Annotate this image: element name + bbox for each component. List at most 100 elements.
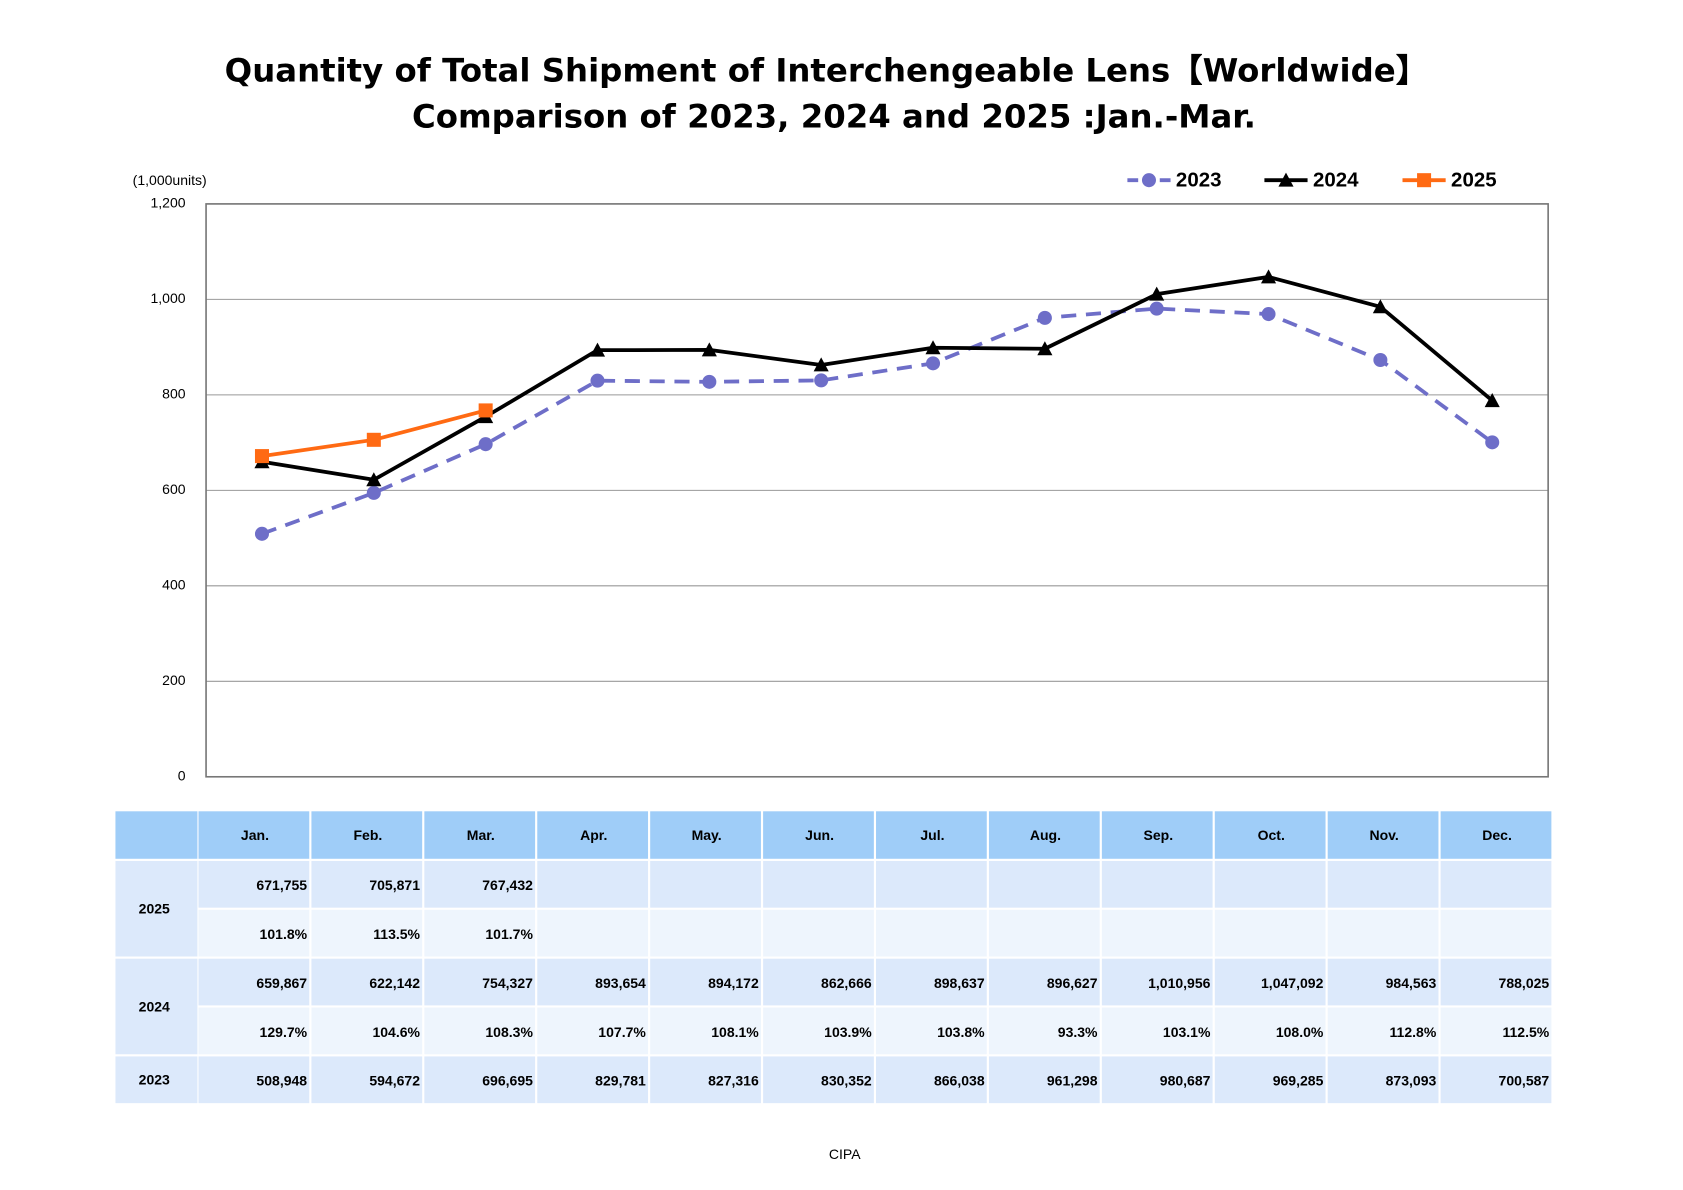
legend-label: 2023 xyxy=(1176,169,1222,192)
chart-title: Quantity of Total Shipment of Intercheng… xyxy=(225,51,1428,89)
table-value: 671,755 xyxy=(256,877,307,893)
y-tick-label: 1,200 xyxy=(150,195,185,211)
point xyxy=(366,485,381,500)
table-cell xyxy=(537,958,649,1006)
table-value: 112.8% xyxy=(1390,1024,1437,1040)
table-header: Nov. xyxy=(1369,827,1398,843)
point xyxy=(478,403,493,418)
table-header-cell xyxy=(650,811,761,859)
y-tick-label: 0 xyxy=(178,767,186,783)
table-row-header-bg xyxy=(115,1056,198,1104)
point xyxy=(1037,341,1053,356)
point xyxy=(814,373,829,388)
table-header: Mar. xyxy=(467,827,495,843)
series-line xyxy=(261,306,1494,536)
table-value: 788,025 xyxy=(1499,975,1550,991)
table-cell xyxy=(650,909,761,957)
point xyxy=(254,449,269,464)
table-cell xyxy=(1440,958,1552,1006)
table-cell xyxy=(537,860,649,908)
legend-marker xyxy=(1141,173,1156,188)
table-cell xyxy=(198,909,310,957)
table-cell xyxy=(1440,909,1552,957)
legend-label: 2024 xyxy=(1313,169,1359,192)
table-value: 108.1% xyxy=(711,1024,759,1040)
table-value: 984,563 xyxy=(1386,975,1437,991)
table-cell xyxy=(763,1056,874,1104)
table-value: 862,666 xyxy=(821,975,872,991)
table-cell xyxy=(1101,1056,1213,1104)
table-value: 107.7% xyxy=(598,1024,646,1040)
table-header-cell xyxy=(763,811,874,859)
table-header: Jun. xyxy=(805,827,834,843)
table-cell xyxy=(763,909,874,957)
table-value: 705,871 xyxy=(369,877,420,893)
source: CIPA xyxy=(829,1146,861,1162)
table-header: Dec. xyxy=(1482,827,1512,843)
table-cell xyxy=(424,860,536,908)
plot-frame xyxy=(205,203,1549,778)
table-value: 104.6% xyxy=(372,1024,420,1040)
table-cell xyxy=(424,1056,536,1104)
table-cell xyxy=(1214,1056,1326,1104)
table-header: Oct. xyxy=(1258,827,1285,843)
table-cell xyxy=(988,909,1100,957)
table-cell xyxy=(311,909,423,957)
table-header: May. xyxy=(692,827,722,843)
table-cell xyxy=(1214,1007,1326,1055)
table-cell xyxy=(1440,860,1552,908)
table-cell xyxy=(763,1007,874,1055)
y-tick-label: 200 xyxy=(162,672,186,688)
table-cell xyxy=(1440,1007,1552,1055)
table-value: 873,093 xyxy=(1386,1073,1437,1089)
table-value: 93.3% xyxy=(1058,1024,1098,1040)
y-tick-label: 1,000 xyxy=(150,290,185,306)
table-header-cell xyxy=(876,811,987,859)
point xyxy=(1260,269,1277,284)
table-value: 103.1% xyxy=(1163,1024,1211,1040)
point xyxy=(478,437,493,452)
table-cell xyxy=(650,1056,761,1104)
table-value: 103.8% xyxy=(937,1024,985,1040)
table-value: 767,432 xyxy=(482,877,533,893)
legend-marker xyxy=(1278,172,1294,187)
table-cell xyxy=(198,1056,310,1104)
table-cell xyxy=(424,909,536,957)
table-value: 112.5% xyxy=(1502,1024,1549,1040)
table-cell xyxy=(198,1007,310,1055)
table-cell xyxy=(1327,1056,1439,1104)
point xyxy=(1149,286,1165,301)
table-cell xyxy=(876,1056,987,1104)
table-cell xyxy=(876,860,987,908)
table-cell xyxy=(1101,909,1213,957)
table-row-header: 2024 xyxy=(139,998,170,1014)
table-cell xyxy=(311,1056,423,1104)
table-cell xyxy=(988,1007,1100,1055)
table-cell xyxy=(424,958,536,1006)
point xyxy=(701,342,717,357)
point xyxy=(1149,301,1164,316)
table-cell xyxy=(1214,958,1326,1006)
table-cell xyxy=(424,1007,536,1055)
table-value: 594,672 xyxy=(369,1073,420,1089)
table-header-cell xyxy=(1327,811,1439,859)
table-value: 113.5% xyxy=(373,926,420,942)
table-cell xyxy=(311,860,423,908)
table-value: 108.3% xyxy=(485,1024,533,1040)
table-row-header-bg xyxy=(115,860,198,957)
table-row-header: 2023 xyxy=(139,1072,170,1088)
table-cell xyxy=(1214,909,1326,957)
point xyxy=(1484,393,1500,408)
table-cell xyxy=(763,958,874,1006)
point xyxy=(926,356,941,371)
table-cell xyxy=(650,958,761,1006)
table-cell xyxy=(763,860,874,908)
table-header-cell xyxy=(1214,811,1326,859)
point xyxy=(366,432,381,447)
table-cell xyxy=(1440,1056,1552,1104)
table-value: 969,285 xyxy=(1273,1073,1324,1089)
table-value: 894,172 xyxy=(708,975,759,991)
table-row-header-bg xyxy=(115,958,198,1055)
table-cell xyxy=(876,958,987,1006)
table-cell xyxy=(876,1007,987,1055)
